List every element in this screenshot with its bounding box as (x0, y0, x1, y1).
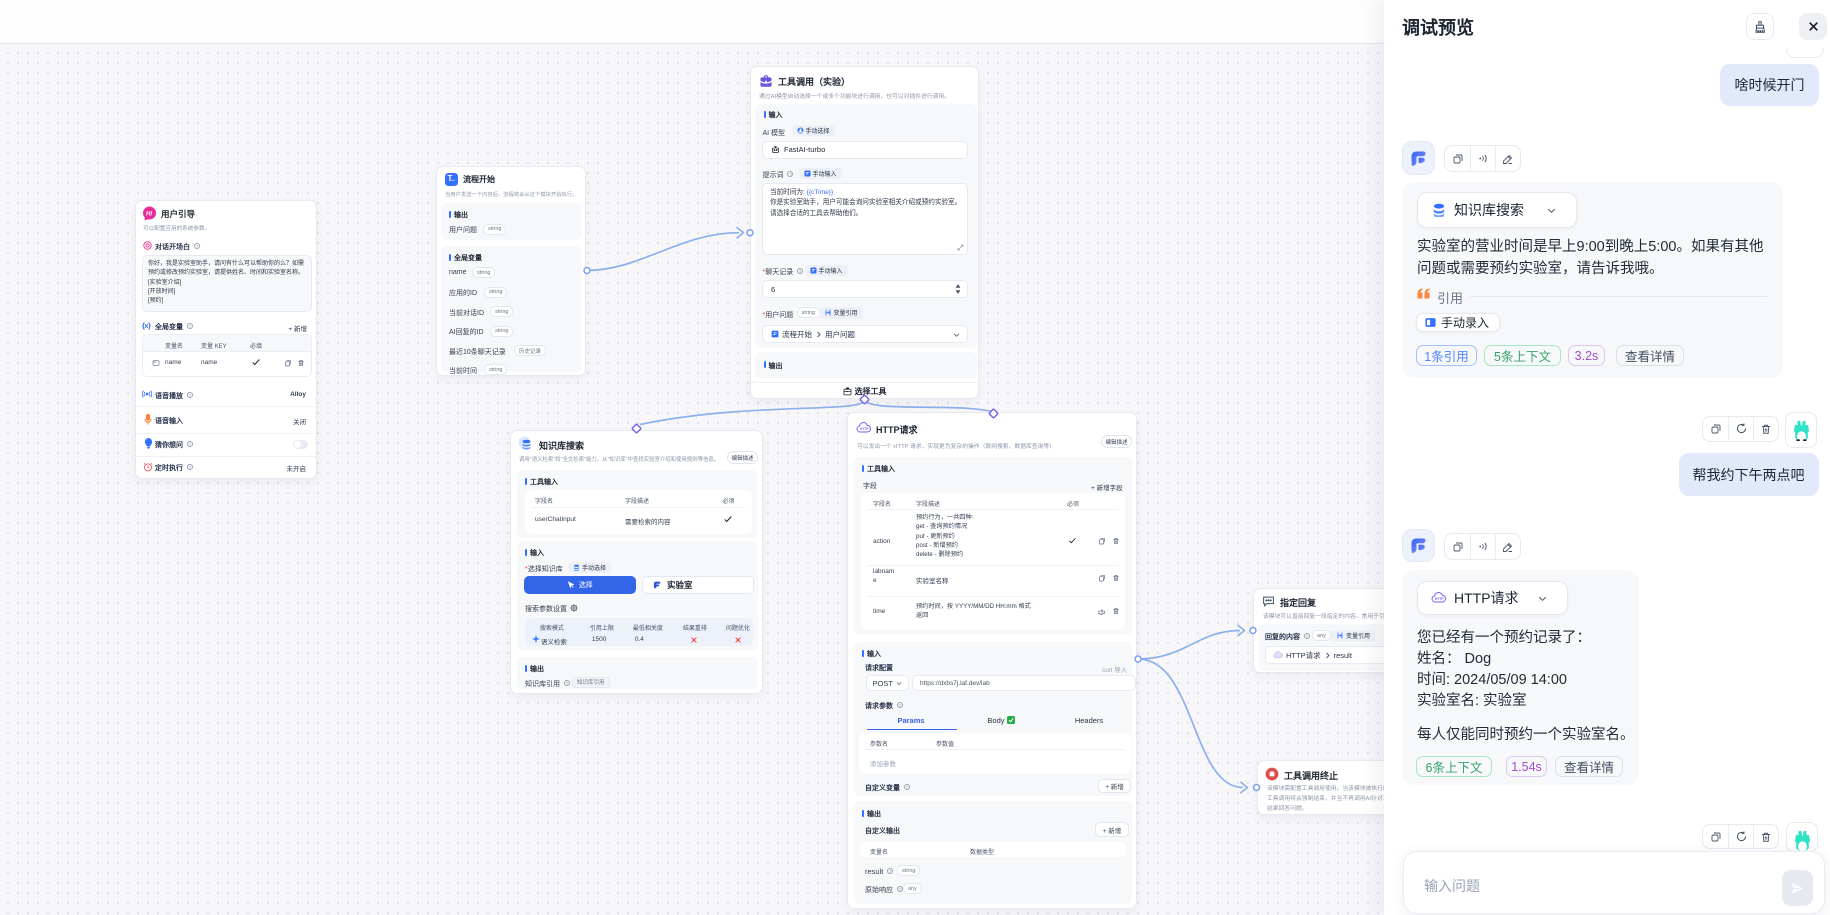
svg-text:HTTP: HTTP (1435, 597, 1444, 601)
svg-text:HTTP: HTTP (860, 427, 869, 431)
svg-text:Hi: Hi (146, 212, 152, 218)
